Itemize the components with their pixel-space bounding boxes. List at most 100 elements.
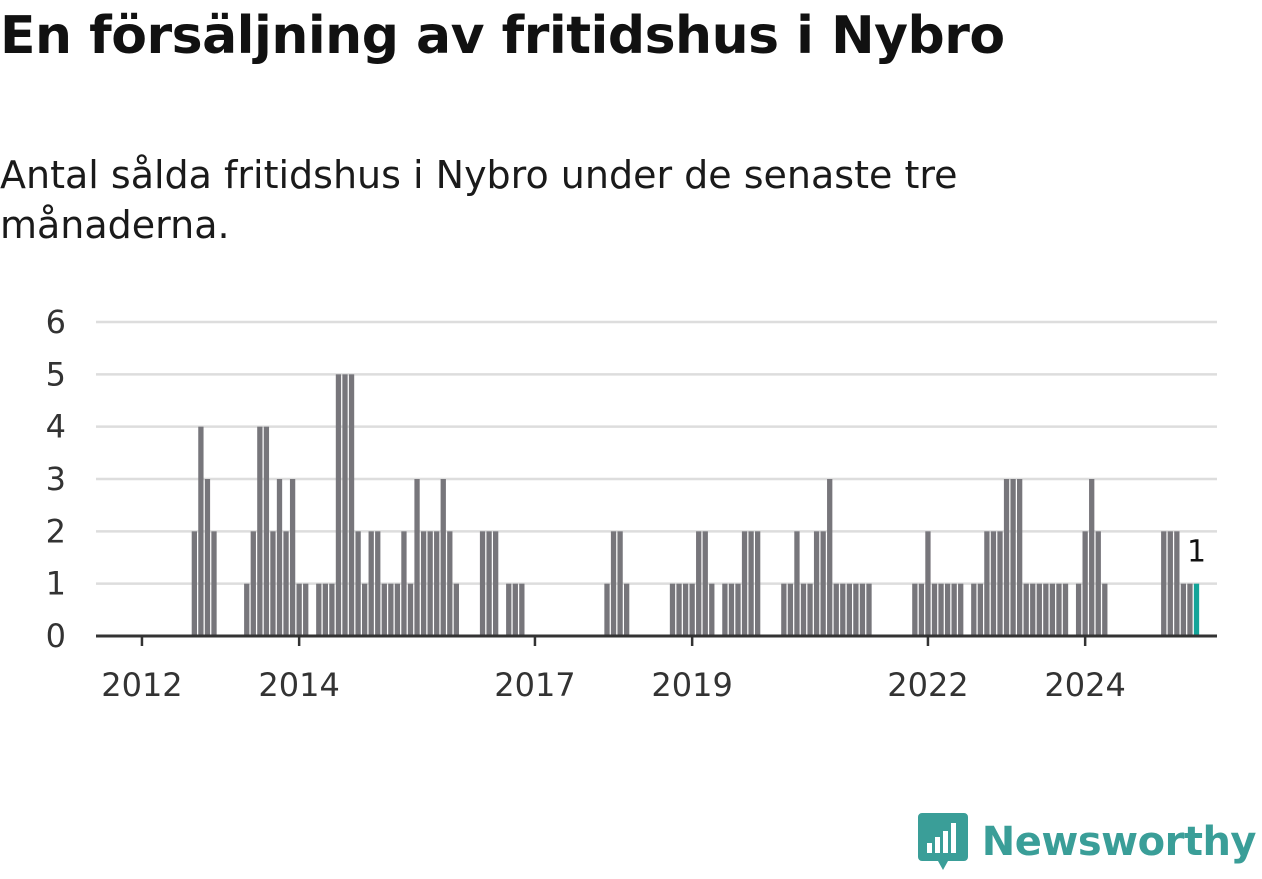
bar-highlight: [1193, 583, 1200, 636]
chart-subtitle: Antal sålda fritidshus i Nybro under de …: [0, 153, 958, 247]
bar: [368, 531, 374, 636]
bar: [519, 583, 525, 636]
bar: [479, 531, 486, 636]
y-tick-label: 4: [46, 408, 66, 446]
bar: [997, 531, 1003, 636]
bar: [1056, 583, 1062, 636]
bar: [938, 583, 944, 636]
bar: [853, 583, 859, 636]
bar: [820, 531, 826, 636]
bar: [1043, 583, 1049, 636]
bar: [401, 531, 407, 636]
bar: [276, 479, 283, 636]
y-tick-label: 3: [46, 460, 66, 498]
bar: [813, 531, 820, 636]
brand-name: Newsworthy: [981, 819, 1257, 865]
bar: [728, 583, 735, 636]
bar: [434, 531, 440, 636]
bar: [748, 531, 754, 636]
bar: [800, 583, 807, 636]
bar: [335, 374, 342, 636]
x-tick-label: 2014: [258, 666, 339, 704]
bar: [322, 583, 328, 636]
bar: [257, 426, 263, 636]
bar: [807, 583, 813, 636]
bar: [735, 583, 741, 636]
bar: [755, 531, 761, 636]
bar: [840, 583, 846, 636]
bar: [741, 531, 748, 636]
bar: [1062, 583, 1069, 636]
x-tick-label: 2012: [101, 666, 182, 704]
bar: [702, 531, 708, 636]
bar: [1161, 531, 1167, 636]
y-tick-label: 6: [46, 303, 66, 341]
bar: [1167, 531, 1173, 636]
bar: [971, 583, 977, 636]
x-tick-label: 2017: [494, 666, 575, 704]
data-label-last: 1: [1187, 535, 1206, 570]
bar: [977, 583, 983, 636]
bar: [859, 583, 866, 636]
bar: [407, 583, 414, 636]
bar: [669, 583, 676, 636]
bar: [427, 531, 433, 636]
bar: [866, 583, 872, 636]
newsworthy-brand: Newsworthy: [917, 813, 1257, 871]
y-tick-label: 2: [46, 512, 66, 550]
bar: [925, 531, 931, 636]
bar: [283, 531, 289, 636]
bar: [296, 583, 302, 636]
bar: [912, 583, 918, 636]
bar: [1180, 583, 1187, 636]
bar: [1089, 479, 1095, 636]
bar: [486, 531, 492, 636]
bar: [610, 531, 617, 636]
bar: [827, 479, 833, 636]
bar: [270, 531, 276, 636]
bar: [918, 583, 925, 636]
bar: [958, 583, 964, 636]
bar: [289, 479, 296, 636]
bar: [329, 583, 335, 636]
bar: [191, 531, 197, 636]
y-tick-label: 0: [46, 617, 66, 655]
bar: [787, 583, 794, 636]
bar: [781, 583, 787, 636]
newsworthy-logo-icon: [917, 813, 968, 870]
bar: [453, 583, 459, 636]
bar: [624, 583, 630, 636]
bar: [263, 426, 270, 636]
bar: [604, 583, 610, 636]
bar: [1187, 583, 1193, 636]
bar: [990, 531, 997, 636]
bar: [204, 479, 211, 636]
bar: [1010, 479, 1016, 636]
bar: [944, 583, 951, 636]
bar: [1174, 531, 1180, 636]
bar: [984, 531, 990, 636]
x-tick-label: 2022: [887, 666, 968, 704]
bar: [833, 583, 839, 636]
bar: [420, 531, 427, 636]
bar: [1017, 479, 1023, 636]
bar: [1036, 583, 1042, 636]
bar: [362, 583, 368, 636]
bar: [506, 583, 512, 636]
bar: [388, 583, 394, 636]
bar: [722, 583, 728, 636]
bar: [414, 479, 420, 636]
bar: [709, 583, 715, 636]
chart-title: En försäljning av fritidshus i Nybro: [0, 6, 1005, 66]
bar: [794, 531, 800, 636]
bar: [493, 531, 499, 636]
bar: [250, 531, 256, 636]
bar: [951, 583, 957, 636]
y-tick-label: 1: [46, 565, 66, 603]
bar: [1023, 583, 1029, 636]
bar: [198, 426, 204, 636]
bar: [342, 374, 348, 636]
x-tick-label: 2019: [651, 666, 732, 704]
bar: [1030, 583, 1036, 636]
